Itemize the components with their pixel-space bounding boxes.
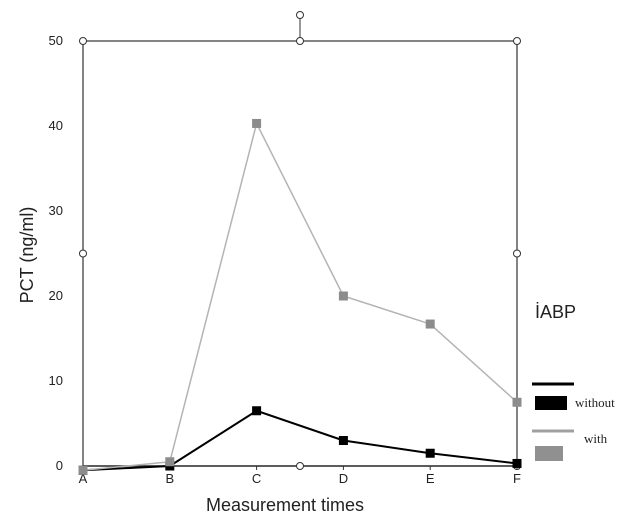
series-layer <box>78 118 522 475</box>
selection-handle <box>296 37 304 45</box>
selection-handle <box>513 37 521 45</box>
y-tick-label: 50 <box>49 33 63 48</box>
data-point-without <box>425 448 435 458</box>
data-point-with <box>165 457 175 467</box>
selection-handle <box>513 249 521 258</box>
y-axis-title: PCT (ng/ml) <box>17 207 37 304</box>
data-point-with <box>512 397 522 407</box>
y-tick-label: 0 <box>56 458 63 473</box>
x-tick-label: F <box>513 471 521 486</box>
legend-title: İABP <box>535 302 576 322</box>
x-tick-label: C <box>252 471 261 486</box>
legend: without with <box>532 382 615 461</box>
series-line-without <box>82 409 518 472</box>
selection-handle <box>79 37 87 45</box>
plot-frame <box>79 11 521 470</box>
y-tick-labels: 0 10 20 30 40 50 <box>49 33 63 473</box>
x-tick-label: D <box>339 471 348 486</box>
selection-handle <box>79 249 87 258</box>
selection-handle <box>296 462 304 470</box>
legend-label-without: without <box>575 395 615 410</box>
data-point-without <box>512 458 522 468</box>
selection-handle <box>296 11 304 19</box>
data-point-with <box>425 319 435 329</box>
x-tick-label: B <box>165 471 174 486</box>
x-axis-title: Measurement times <box>206 495 364 515</box>
x-tick-label: A <box>79 471 88 486</box>
data-point-with <box>338 291 348 301</box>
legend-marker-with <box>535 446 563 461</box>
series-line-with <box>82 121 518 471</box>
y-tick-label: 10 <box>49 373 63 388</box>
y-tick-label: 20 <box>49 288 63 303</box>
y-tick-label: 30 <box>49 203 63 218</box>
legend-marker-without <box>535 396 567 410</box>
legend-label-with: with <box>584 431 608 446</box>
y-tick-label: 40 <box>49 118 63 133</box>
plot-border <box>82 40 518 467</box>
data-point-without <box>252 406 262 416</box>
data-point-with <box>78 465 88 475</box>
x-tick-label: E <box>426 471 435 486</box>
data-point-with <box>252 118 262 128</box>
data-point-without <box>338 436 348 445</box>
